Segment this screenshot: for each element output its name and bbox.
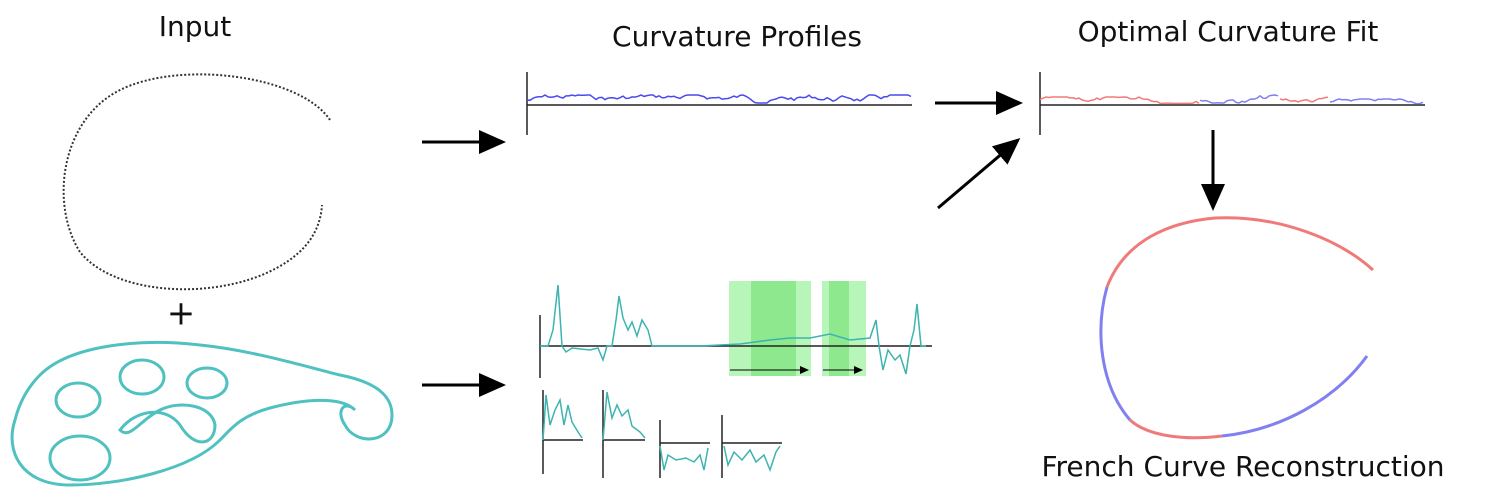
reconstruction-title: French Curve Reconstruction: [1041, 450, 1444, 483]
input-title: Input: [159, 10, 232, 43]
match-region: [751, 281, 796, 376]
diagram: Input Curvature Profiles Optimal Curvatu…: [0, 0, 1499, 500]
profiles-title: Curvature Profiles: [612, 20, 862, 53]
fit-title: Optimal Curvature Fit: [1078, 15, 1379, 48]
match-region: [829, 281, 849, 376]
plus-sign: +: [167, 294, 196, 334]
